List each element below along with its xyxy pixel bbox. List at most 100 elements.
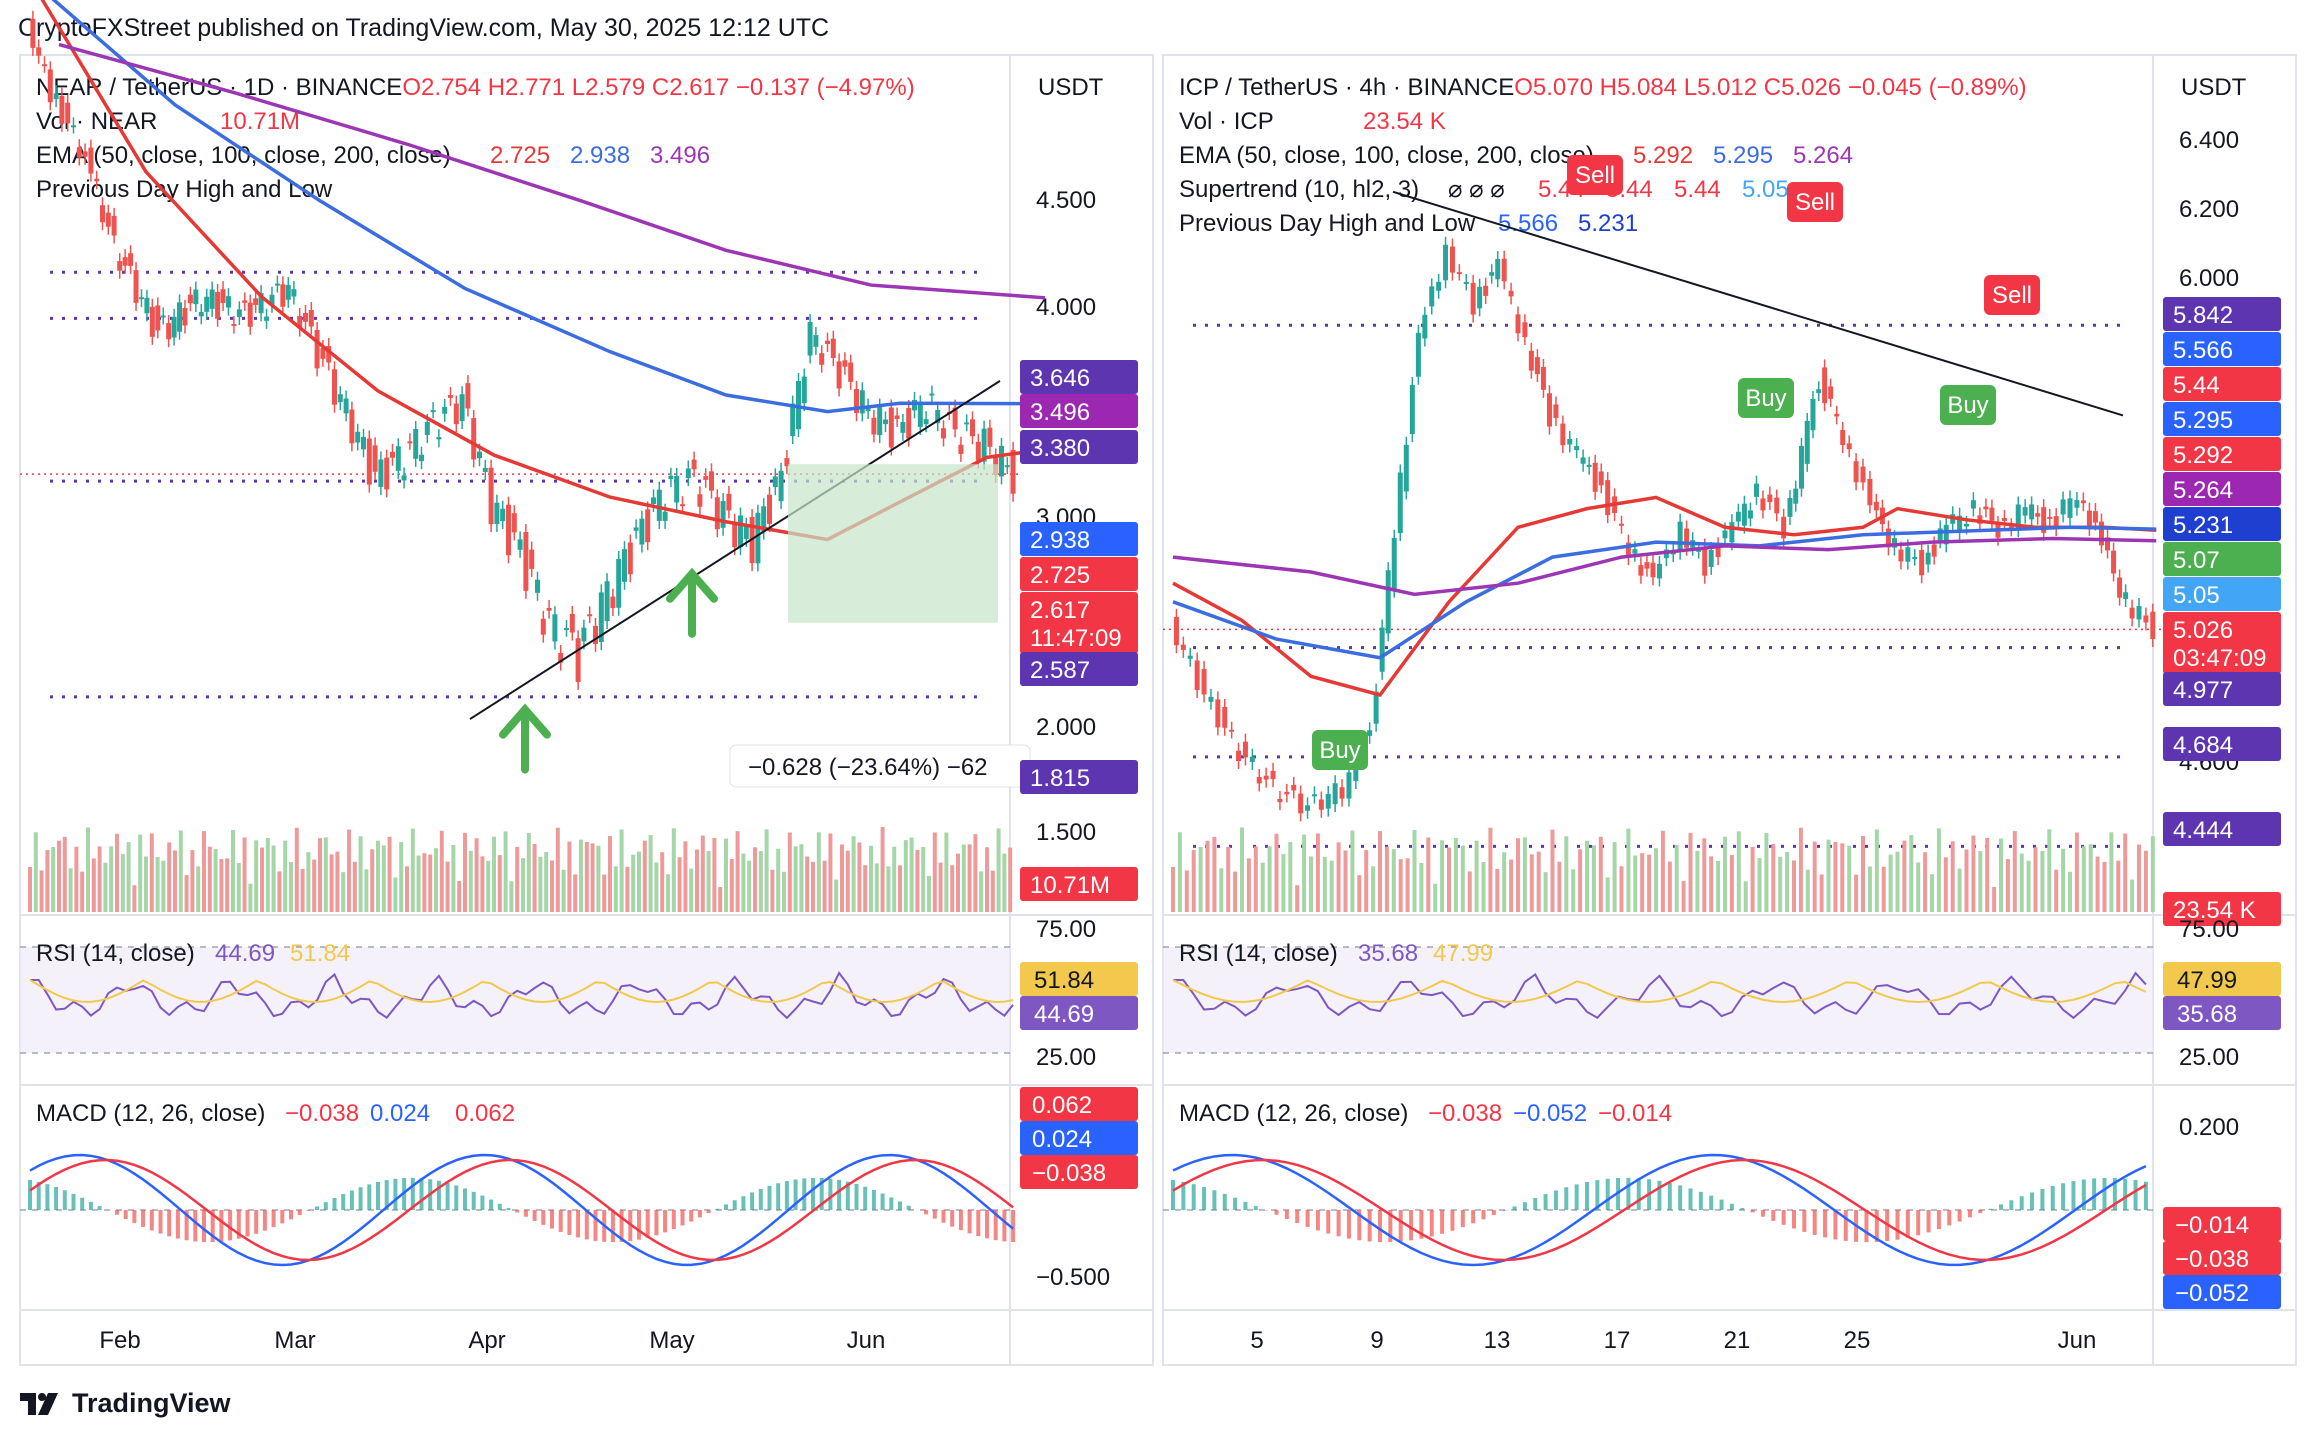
volume-bar — [1198, 847, 1203, 912]
candle-body — [1846, 443, 1852, 450]
volume-bar — [1288, 842, 1293, 912]
volume-bar — [1309, 856, 1313, 912]
candle-body — [1760, 498, 1766, 511]
candle-body — [111, 215, 117, 236]
candle-body — [133, 270, 139, 303]
volume-bar — [1819, 874, 1824, 912]
macd-histogram-bar — [1698, 1191, 1703, 1210]
macd-histogram-bar — [898, 1201, 902, 1210]
volume-bar — [811, 861, 815, 912]
tradingview-logo[interactable]: TradingView — [18, 1388, 231, 1419]
candle-body — [53, 93, 59, 100]
price-tag-label: 5.026 — [2173, 617, 2233, 644]
volume-bar — [1571, 869, 1576, 912]
candle-body — [384, 457, 390, 490]
candle-body — [2129, 607, 2135, 619]
macd-histogram-bar — [680, 1210, 685, 1226]
macd-histogram-bar — [1947, 1210, 1952, 1226]
macd-histogram-bar — [767, 1185, 772, 1210]
volume-bar — [1536, 851, 1541, 912]
volume-bar — [1591, 845, 1596, 912]
candle-body — [1804, 420, 1810, 464]
volume-bar — [138, 834, 143, 912]
macd-tag — [1020, 1087, 1138, 1121]
candle-body — [361, 436, 366, 450]
x-tick-label: 9 — [1370, 1327, 1383, 1354]
candle-body — [1397, 472, 1403, 534]
candle-body — [258, 293, 264, 314]
macd-histogram-bar — [1346, 1210, 1351, 1239]
macd-tag — [1020, 1121, 1138, 1155]
volume-bar — [1453, 837, 1458, 912]
candle-body — [871, 417, 877, 435]
candle-body — [94, 178, 100, 182]
volume-bar — [1861, 835, 1865, 912]
volume-bar — [1598, 836, 1603, 912]
volume-bar — [741, 853, 746, 912]
volume-bar — [393, 877, 398, 912]
candle-body — [1318, 799, 1324, 810]
volume-bar — [1322, 856, 1327, 912]
candle-body — [2080, 500, 2086, 504]
candle-body — [732, 521, 738, 548]
candle-body — [231, 324, 237, 327]
volume-bar — [387, 836, 392, 912]
candle-body — [1311, 794, 1317, 797]
candle-body — [674, 475, 680, 503]
macd-histogram-bar — [1212, 1190, 1217, 1210]
volume-bar — [248, 883, 253, 912]
price-tag-label: 10.71M — [1030, 872, 1110, 899]
candle-body — [471, 418, 477, 460]
volume-bar — [880, 827, 885, 912]
candle-body — [2015, 504, 2021, 530]
macd-tag-label: −0.038 — [1032, 1160, 1106, 1187]
macd-histogram-bar — [184, 1210, 189, 1241]
macd-histogram-bar — [2123, 1178, 2128, 1210]
candle-body — [390, 451, 395, 458]
volume-bar — [1923, 852, 1928, 912]
rsi-tag-label: 47.99 — [2177, 967, 2237, 994]
legend: NEAR / TetherUS · 1D · BINANCE O2.754 H2… — [36, 74, 915, 203]
x-tick-label: 17 — [1604, 1327, 1631, 1354]
price-tag-label: 5.295 — [2173, 407, 2233, 434]
candle-body — [778, 470, 784, 502]
candle-body — [622, 549, 627, 582]
volume-bar — [666, 874, 670, 912]
price-tag-label: 1.815 — [1030, 765, 1090, 792]
rsi-signal-line — [29, 979, 1014, 1004]
candle-body — [616, 559, 622, 608]
candle-body — [264, 316, 270, 321]
candle-body — [1339, 787, 1345, 799]
candle-body — [755, 512, 761, 564]
candle-body — [935, 409, 941, 424]
volume-bar — [184, 875, 189, 912]
volume-bar — [1364, 850, 1369, 912]
volume-bar — [370, 849, 375, 912]
volume-bar — [1302, 834, 1307, 912]
macd-histogram-bar — [558, 1210, 563, 1232]
candle-body — [225, 296, 231, 308]
volume-bar — [2040, 851, 2045, 912]
candle-body — [1702, 546, 1708, 576]
volume-bar — [671, 828, 676, 912]
candle-body — [453, 403, 459, 425]
macd-histogram-bar — [1388, 1210, 1393, 1243]
volume-bar — [1640, 853, 1645, 912]
volume-bar — [1647, 854, 1652, 912]
price-tag — [2163, 367, 2281, 401]
volume-bar — [706, 851, 711, 912]
macd-histogram-bar — [1999, 1204, 2003, 1210]
macd-label: MACD (12, 26, close) — [36, 1100, 265, 1127]
y-tick-label: 4.500 — [1036, 187, 1096, 214]
candle-body — [1242, 741, 1248, 758]
volume-bar — [567, 841, 572, 912]
candle-body — [1208, 696, 1214, 702]
macd-histogram-bar — [1678, 1185, 1683, 1210]
volume-bar — [318, 838, 322, 912]
volume-bar — [2137, 844, 2141, 912]
rsi-signal-value: 51.84 — [290, 940, 350, 967]
rsi-label: RSI (14, close) — [36, 940, 195, 967]
candle-body — [999, 445, 1004, 477]
candle-body — [1010, 449, 1016, 494]
macd-histogram-bar — [1729, 1203, 1734, 1210]
